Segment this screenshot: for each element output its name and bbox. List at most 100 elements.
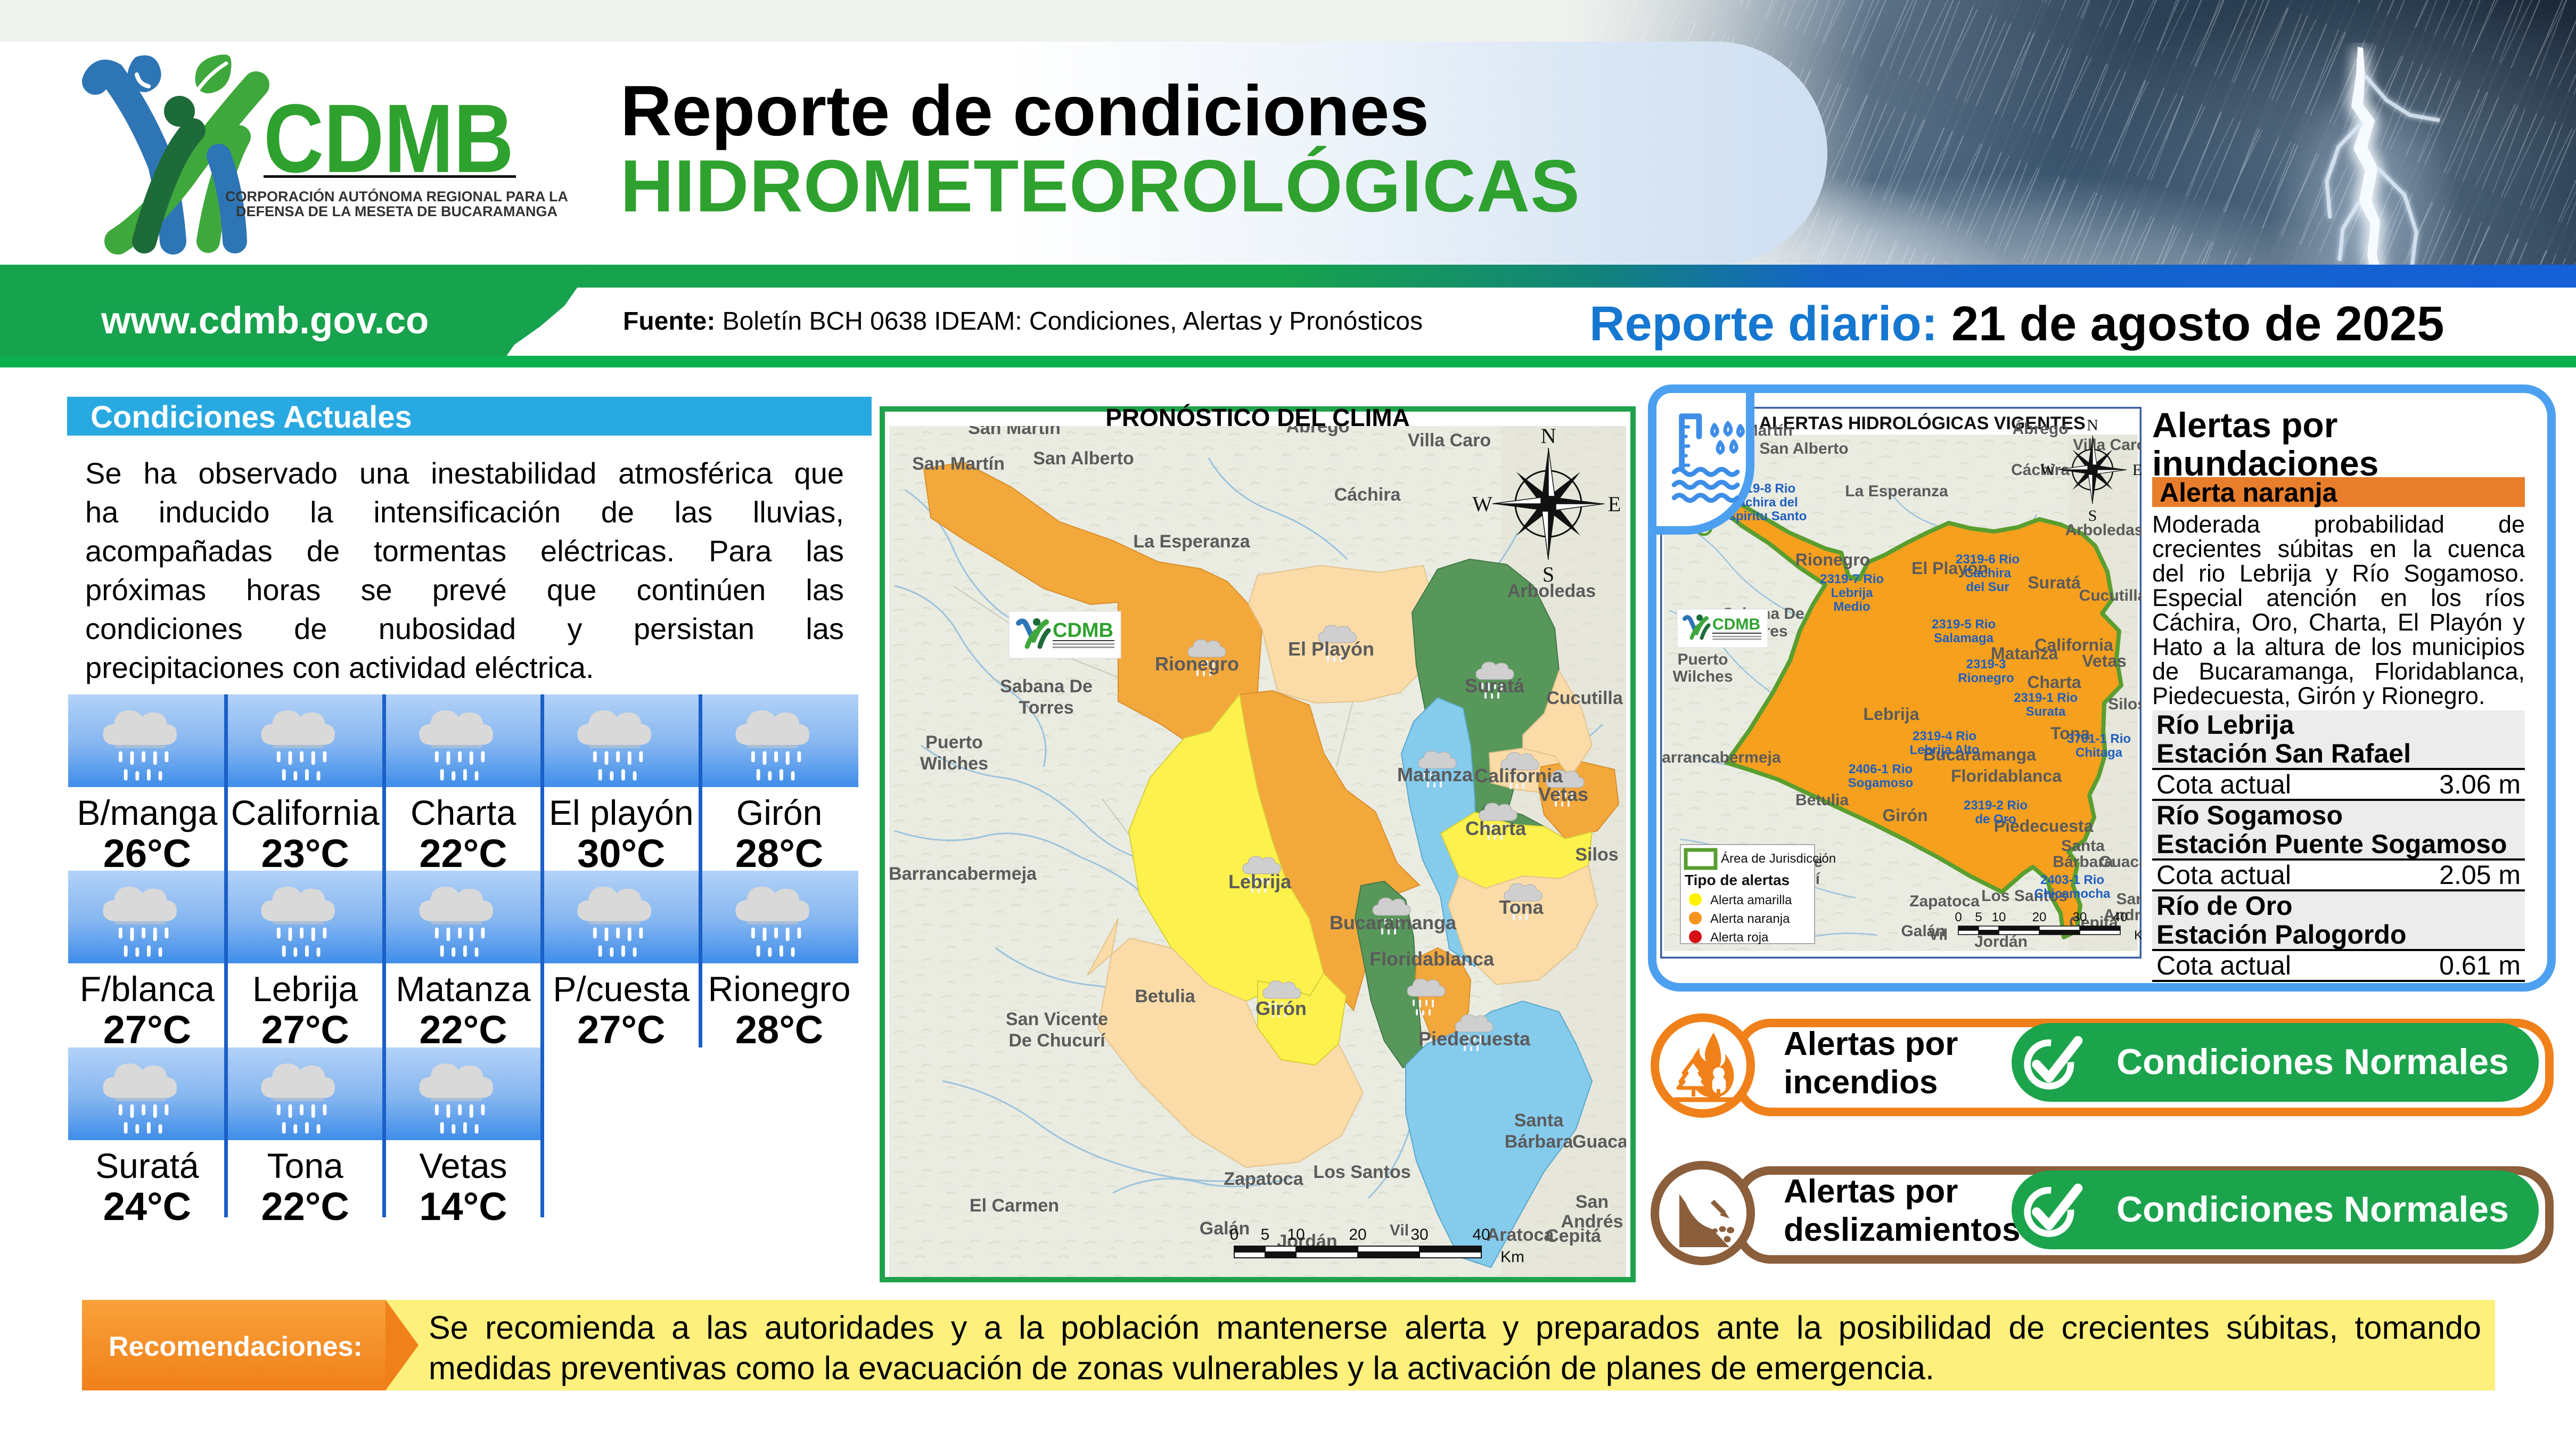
- svg-text:W: W: [2040, 461, 2056, 479]
- svg-text:Torres: Torres: [1019, 698, 1073, 718]
- svg-text:San Alberto: San Alberto: [1033, 448, 1134, 469]
- svg-text:Villa Caro: Villa Caro: [1408, 430, 1491, 451]
- svg-text:Tipo de alertas: Tipo de alertas: [1685, 872, 1790, 888]
- svg-text:5: 5: [1975, 910, 1982, 924]
- svg-text:Guaca: Guaca: [2099, 853, 2142, 871]
- svg-text:Bucaramanga: Bucaramanga: [1923, 745, 2036, 764]
- svg-text:San Martín: San Martín: [968, 426, 1061, 438]
- svg-text:20: 20: [1349, 1226, 1366, 1243]
- svg-text:Piedecuesta: Piedecuesta: [1994, 816, 2094, 836]
- svg-text:40: 40: [1472, 1226, 1490, 1243]
- svg-text:Silos: Silos: [2108, 695, 2142, 713]
- svg-text:Alerta amarilla: Alerta amarilla: [1710, 893, 1792, 907]
- svg-text:Alerta naranja: Alerta naranja: [1710, 912, 1790, 926]
- svg-text:Km: Km: [2134, 928, 2142, 943]
- svg-text:Cepitá: Cepitá: [1546, 1226, 1601, 1246]
- svg-text:Zapatoca: Zapatoca: [1909, 893, 1980, 910]
- svg-text:S: S: [1543, 562, 1554, 586]
- svg-text:CDMB: CDMB: [1712, 616, 1760, 633]
- svg-text:Wilches: Wilches: [920, 754, 988, 774]
- svg-text:Vil: Vil: [1390, 1222, 1409, 1239]
- svg-text:Vil: Vil: [1929, 926, 1948, 944]
- svg-text:10: 10: [1287, 1226, 1305, 1243]
- svg-text:Cucutilla: Cucutilla: [1546, 688, 1623, 708]
- svg-text:San Alberto: San Alberto: [1759, 440, 1848, 457]
- svg-text:California: California: [2034, 635, 2113, 654]
- svg-text:Arboledas: Arboledas: [1507, 581, 1596, 601]
- svg-text:Suratá: Suratá: [1465, 675, 1525, 697]
- svg-text:Andrés: Andrés: [1561, 1211, 1623, 1232]
- svg-text:Aratoca: Aratoca: [1487, 1225, 1555, 1245]
- svg-text:5: 5: [1261, 1226, 1270, 1243]
- svg-text:Charta: Charta: [2027, 673, 2081, 692]
- svg-text:Ábrego: Ábrego: [2013, 420, 2069, 438]
- svg-text:0: 0: [1955, 910, 1962, 924]
- svg-text:El Playón: El Playón: [1288, 638, 1374, 660]
- svg-text:San Martín: San Martín: [912, 454, 1005, 474]
- svg-text:Galán: Galán: [1200, 1218, 1250, 1239]
- svg-text:40: 40: [2113, 910, 2128, 924]
- svg-text:Bárbara: Bárbara: [2053, 853, 2113, 871]
- svg-text:Zapatoca: Zapatoca: [1224, 1169, 1303, 1189]
- svg-text:San Vicente: San Vicente: [1006, 1009, 1108, 1029]
- svg-text:Santa: Santa: [1514, 1110, 1564, 1131]
- svg-text:Barrancabermeja: Barrancabermeja: [1660, 749, 1781, 766]
- svg-text:10: 10: [1992, 910, 2006, 924]
- svg-text:Suratá: Suratá: [2028, 573, 2081, 592]
- svg-text:La Esperanza: La Esperanza: [1845, 482, 1948, 500]
- svg-text:Wilches: Wilches: [1672, 668, 1733, 685]
- svg-text:30: 30: [1410, 1226, 1428, 1243]
- svg-text:20: 20: [2032, 910, 2047, 924]
- svg-text:Vetas: Vetas: [1538, 783, 1588, 805]
- svg-text:Piedecuesta: Piedecuesta: [1418, 1028, 1531, 1050]
- svg-text:Alerta roja: Alerta roja: [1710, 930, 1769, 945]
- svg-text:Arboledas: Arboledas: [2065, 521, 2142, 539]
- svg-text:Ábrego: Ábrego: [1286, 426, 1350, 437]
- svg-text:San: San: [1576, 1192, 1609, 1212]
- svg-text:San: San: [2116, 890, 2142, 908]
- svg-text:Silos: Silos: [1575, 845, 1618, 865]
- svg-text:ALERTAS HIDROLÓGICAS VIGENTES: ALERTAS HIDROLÓGICAS VIGENTES: [1759, 413, 2085, 433]
- svg-text:Betulia: Betulia: [1135, 986, 1195, 1006]
- svg-text:Matanza: Matanza: [1991, 644, 2058, 663]
- svg-text:California: California: [1474, 765, 1563, 787]
- svg-text:Bárbara: Bárbara: [1505, 1132, 1574, 1152]
- svg-text:El Playón: El Playón: [1912, 559, 1988, 578]
- svg-text:Matanza: Matanza: [1397, 764, 1473, 785]
- svg-text:N: N: [2087, 416, 2098, 434]
- svg-text:Los Santos: Los Santos: [1313, 1162, 1410, 1182]
- svg-text:30: 30: [2073, 910, 2087, 924]
- svg-text:Rionegro: Rionegro: [1155, 653, 1239, 675]
- svg-text:Betulia: Betulia: [1795, 791, 1849, 809]
- svg-text:Vetas: Vetas: [2082, 651, 2127, 670]
- svg-text:E: E: [1608, 492, 1621, 516]
- svg-text:S: S: [2088, 507, 2097, 525]
- svg-text:0: 0: [1230, 1226, 1239, 1243]
- svg-text:Lebrija: Lebrija: [1864, 705, 1919, 724]
- svg-text:Rionegro: Rionegro: [1795, 550, 1870, 569]
- svg-text:Floridablanca: Floridablanca: [1369, 948, 1495, 970]
- svg-text:DEFENSA DE LA MESETA DE BUCARA: DEFENSA DE LA MESETA DE BUCARAMANGA: [236, 203, 557, 219]
- svg-text:Cucutilla: Cucutilla: [2079, 587, 2142, 604]
- svg-text:Puerto: Puerto: [1677, 651, 1728, 668]
- svg-text:Girón: Girón: [1882, 806, 1927, 825]
- svg-text:Lebrija: Lebrija: [1228, 871, 1292, 893]
- svg-text:Santa: Santa: [2061, 837, 2105, 855]
- svg-text:De Chucurí: De Chucurí: [1008, 1030, 1106, 1051]
- svg-text:Tona: Tona: [1499, 896, 1544, 918]
- svg-text:Charta: Charta: [1465, 817, 1527, 839]
- svg-text:Jordán: Jordán: [1974, 933, 2028, 951]
- svg-text:Sabana De: Sabana De: [1000, 676, 1093, 697]
- svg-text:Cáchira: Cáchira: [1334, 485, 1401, 505]
- svg-text:La Esperanza: La Esperanza: [1133, 531, 1250, 552]
- svg-text:CDMB: CDMB: [264, 84, 514, 193]
- svg-text:Bucaramanga: Bucaramanga: [1330, 912, 1457, 934]
